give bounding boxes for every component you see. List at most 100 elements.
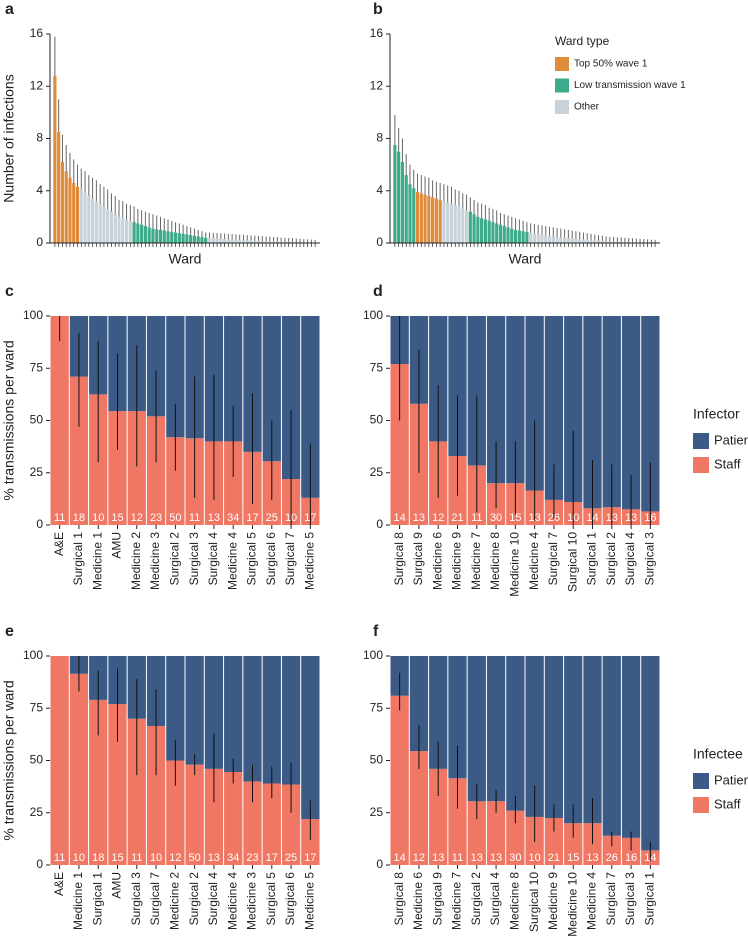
count-label: 10 [567,512,579,524]
bar [585,239,589,243]
x-tick-label: Surgical 9 [411,532,425,586]
bar [189,235,193,243]
bar [506,227,510,243]
bar [140,224,144,243]
count-label: 18 [73,512,85,524]
bar-segment [429,768,448,865]
bar [223,239,227,243]
bar [238,240,242,243]
bar [495,223,499,243]
bar [431,197,435,243]
y-axis-title: % transmissions per ward [1,680,17,840]
bar-segment [185,764,204,865]
legend-title: Ward type [555,34,610,48]
bar [453,205,457,243]
bar-segment [467,316,486,466]
legend-swatch [555,57,569,71]
bar [234,239,238,243]
bar-segment [409,656,429,752]
bar [151,228,155,243]
x-tick-label: Medicine 9 [450,532,464,590]
bar [53,75,57,243]
count-label: 12 [432,512,444,524]
bar [272,241,276,243]
legend-swatch [555,100,569,114]
x-tick-label: Surgical 4 [206,872,220,926]
count-label: 34 [227,512,239,524]
x-tick-label: Surgical 1 [643,872,657,926]
bar [136,223,140,243]
bar [419,193,423,243]
x-tick-label: Surgical 9 [430,872,444,926]
x-tick-label: Surgical 6 [283,872,297,926]
y-tick-label: 50 [30,753,44,767]
bar [397,151,401,243]
y-tick-label: 100 [23,308,43,322]
bar-segment [224,656,243,772]
panel-label: a [5,1,14,18]
bar-segment [108,704,127,865]
x-tick-label: Surgical 1 [71,532,85,586]
bar-segment [390,695,409,865]
bar-segment [564,316,583,503]
x-tick-label: AMU [110,532,124,559]
bar [94,201,98,243]
y-tick-label: 0 [376,235,383,249]
x-tick-label: Surgical 7 [546,532,560,586]
x-tick-label: Surgical 3 [187,532,201,586]
bar-segment [641,316,660,512]
bar-segment [243,316,262,452]
bar [170,231,174,243]
count-label: 15 [509,512,521,524]
bar-segment [506,656,525,811]
x-tick-label: Medicine 3 [245,872,259,930]
x-tick-label: Surgical 7 [148,872,162,926]
y-tick-label: 100 [363,648,383,662]
bar [529,232,533,243]
bar [124,219,129,243]
x-tick-label: Surgical 3 [623,872,637,926]
x-tick-label: Surgical 1 [585,532,599,586]
bar [75,186,80,243]
bar [68,177,72,243]
x-tick-label: Medicine 4 [527,532,541,590]
bar [498,224,503,243]
bar [581,239,586,243]
y-tick-label: 25 [30,465,44,479]
count-label: 17 [304,512,316,524]
bar-segment [301,656,320,820]
y-tick-label: 0 [36,517,43,531]
count-label: 11 [54,512,65,524]
bar [91,198,95,243]
legend-label: Top 50% wave 1 [574,59,648,70]
bar [279,241,283,243]
bar-segment [544,656,564,818]
y-tick-label: 75 [30,360,44,374]
count-label: 13 [413,512,425,524]
bar [449,203,454,243]
count-label: 11 [131,852,142,864]
count-label: 50 [169,512,181,524]
bar [491,222,495,243]
legend-swatch [693,773,709,789]
count-label: 13 [208,852,220,864]
x-tick-label: Medicine 1 [71,872,85,930]
bar [200,237,204,243]
bar [128,220,132,243]
bar [173,232,178,243]
count-label: 17 [304,852,316,864]
bar-segment [409,751,429,865]
bar [521,231,525,243]
bar-segment [583,316,602,509]
x-tick-label: Medicine 8 [508,872,522,930]
count-label: 10 [73,852,85,864]
count-label: 12 [169,852,181,864]
bar [192,235,197,243]
bar-segment [243,781,262,865]
bar-segment [146,726,166,865]
count-label: 15 [111,852,123,864]
bar [464,210,469,243]
bar [287,241,291,243]
count-label: 13 [606,512,618,524]
x-tick-label: Surgical 10 [565,532,579,592]
